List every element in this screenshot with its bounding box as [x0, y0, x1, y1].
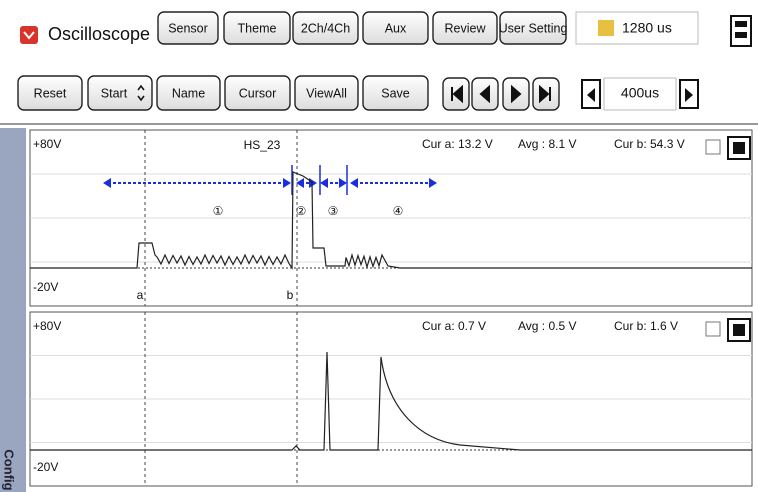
- phase-label: ②: [296, 204, 307, 218]
- channel-name: HS_23: [244, 138, 281, 152]
- nav-first[interactable]: [451, 84, 463, 104]
- readout: Avg : 8.1 V: [518, 137, 576, 151]
- app-title: Oscilloscope: [48, 24, 150, 44]
- readout: Cur b: 1.6 V: [614, 319, 678, 333]
- button-label[interactable]: Theme: [238, 21, 277, 35]
- button-frame[interactable]: [432, 11, 498, 45]
- button-label[interactable]: User Setting: [499, 21, 568, 35]
- time-display: [575, 11, 699, 45]
- scale-bottom: -20V: [33, 460, 58, 474]
- channel-toggle-fill[interactable]: [733, 324, 745, 336]
- sidebar[interactable]: [0, 128, 26, 492]
- app-icon: [20, 26, 38, 44]
- button[interactable]: Start: [87, 75, 153, 111]
- nav-prev[interactable]: [479, 84, 490, 104]
- scale-bottom: -20V: [33, 280, 58, 294]
- timebase-box: [603, 77, 677, 111]
- button-label[interactable]: Save: [381, 86, 410, 100]
- button-label[interactable]: ViewAll: [306, 86, 347, 100]
- app-icon-glyph: [23, 31, 35, 40]
- nav-last[interactable]: [539, 84, 551, 104]
- button-frame[interactable]: [223, 11, 291, 45]
- button-frame[interactable]: [294, 75, 359, 111]
- channel-checkbox[interactable]: [705, 321, 721, 337]
- cursor-label: a: [137, 288, 144, 302]
- button-frame[interactable]: [157, 11, 219, 45]
- sidebar-label[interactable]: Config: [2, 449, 17, 490]
- waveform: [30, 171, 752, 270]
- channel-toggle-fill[interactable]: [733, 142, 745, 154]
- button-frame[interactable]: [292, 11, 359, 45]
- button[interactable]: Sensor: [157, 11, 219, 45]
- arrow[interactable]: [587, 88, 595, 102]
- phase-label: ①: [213, 204, 224, 218]
- button[interactable]: [442, 77, 470, 111]
- button[interactable]: [532, 77, 560, 111]
- time-icon: [598, 20, 614, 36]
- button-label[interactable]: Cursor: [239, 86, 277, 100]
- phase-label: ④: [393, 204, 404, 218]
- button-label[interactable]: Aux: [385, 21, 407, 35]
- timebase-value: 400us: [621, 85, 659, 101]
- nav-next[interactable]: [511, 84, 522, 104]
- button[interactable]: Review: [432, 11, 498, 45]
- arrow[interactable]: [685, 88, 693, 102]
- waveform: [30, 351, 752, 451]
- button-frame[interactable]: [224, 75, 291, 111]
- time-value: 1280 us: [622, 20, 672, 36]
- button[interactable]: User Setting: [499, 11, 568, 45]
- channel-checkbox[interactable]: [705, 139, 721, 155]
- button[interactable]: [502, 77, 530, 111]
- button-frame[interactable]: [499, 11, 567, 45]
- menu-icon[interactable]: [730, 15, 752, 47]
- readout: Cur b: 54.3 V: [614, 137, 685, 151]
- button-label[interactable]: 2Ch/4Ch: [301, 21, 350, 35]
- button[interactable]: Save: [362, 75, 429, 111]
- arrow-head: [320, 178, 347, 188]
- button-label[interactable]: Start: [101, 86, 128, 100]
- phase-label: ③: [328, 204, 339, 218]
- readout: Cur a: 13.2 V: [422, 137, 493, 151]
- readout: Avg : 0.5 V: [518, 319, 576, 333]
- readout: Cur a: 0.7 V: [422, 319, 486, 333]
- button[interactable]: [471, 77, 499, 111]
- timebase-next[interactable]: [679, 79, 699, 109]
- button[interactable]: Name: [156, 75, 221, 111]
- button-frame[interactable]: [362, 11, 429, 45]
- button-label[interactable]: Reset: [34, 86, 67, 100]
- button[interactable]: Cursor: [224, 75, 291, 111]
- scale-top: +80V: [33, 319, 61, 333]
- button[interactable]: 2Ch/4Ch: [292, 11, 359, 45]
- cursor-label: b: [287, 288, 294, 302]
- button-frame[interactable]: [156, 75, 221, 111]
- button[interactable]: Reset: [17, 75, 83, 111]
- button-label[interactable]: Review: [445, 21, 487, 35]
- button-frame[interactable]: [17, 75, 83, 111]
- button[interactable]: ViewAll: [294, 75, 359, 111]
- button-label[interactable]: Name: [172, 86, 205, 100]
- timebase-prev[interactable]: [581, 79, 601, 109]
- button-label[interactable]: Sensor: [168, 21, 208, 35]
- button[interactable]: Theme: [223, 11, 291, 45]
- button-frame[interactable]: [362, 75, 429, 111]
- button-frame[interactable]: [87, 75, 153, 111]
- spinner-arrows[interactable]: [137, 84, 145, 102]
- scale-top: +80V: [33, 137, 61, 151]
- button[interactable]: Aux: [362, 11, 429, 45]
